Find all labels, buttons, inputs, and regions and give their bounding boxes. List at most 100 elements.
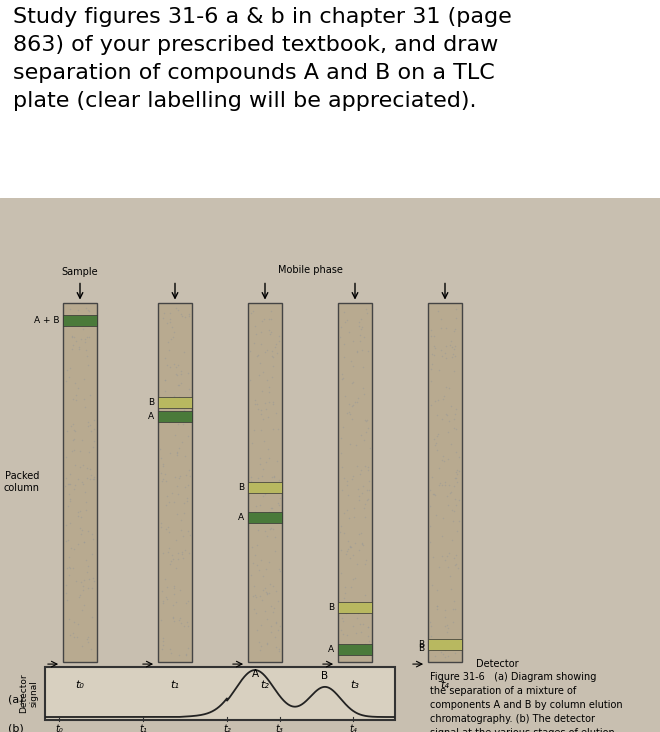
- Point: [361, 303, 372, 315]
- Point: [79, 333, 90, 345]
- Bar: [63, 315, 97, 326]
- Text: t₃: t₃: [350, 680, 360, 690]
- Point: [76, 512, 86, 523]
- Point: [251, 608, 261, 619]
- Point: [449, 493, 460, 504]
- Point: [82, 472, 92, 484]
- Point: [425, 520, 436, 532]
- Point: [177, 310, 187, 321]
- Point: [79, 336, 90, 348]
- Point: [438, 393, 448, 405]
- Point: [85, 473, 96, 485]
- Point: [451, 549, 461, 561]
- Point: [73, 539, 84, 550]
- Point: [444, 636, 455, 648]
- Point: [425, 399, 436, 411]
- Point: [261, 638, 272, 649]
- Point: [441, 408, 451, 419]
- Point: [450, 472, 461, 484]
- Point: [174, 391, 185, 403]
- Point: [88, 533, 98, 545]
- Point: [363, 464, 374, 476]
- Point: [82, 420, 93, 432]
- Point: [68, 616, 79, 628]
- Point: [440, 611, 450, 623]
- Point: [342, 545, 352, 557]
- Point: [268, 606, 279, 618]
- Point: [343, 542, 354, 554]
- Point: [258, 366, 269, 378]
- Point: [432, 641, 443, 653]
- Point: [170, 534, 181, 545]
- Point: [426, 620, 436, 632]
- Point: [78, 580, 88, 592]
- Point: [441, 381, 451, 393]
- Text: B: B: [418, 640, 424, 649]
- Point: [362, 345, 373, 356]
- Point: [161, 523, 172, 534]
- Point: [270, 585, 280, 597]
- Text: B: B: [418, 643, 424, 653]
- Point: [64, 569, 75, 581]
- Point: [338, 616, 348, 627]
- Point: [162, 581, 172, 593]
- Point: [261, 613, 272, 624]
- Point: [341, 504, 352, 516]
- Point: [433, 479, 444, 491]
- Point: [160, 374, 170, 386]
- Point: [83, 560, 94, 572]
- Point: [349, 397, 360, 408]
- Point: [440, 554, 451, 566]
- Point: [169, 589, 180, 600]
- Point: [355, 335, 366, 347]
- Point: [339, 306, 349, 318]
- Point: [436, 313, 446, 325]
- Point: [77, 459, 88, 471]
- Point: [86, 548, 97, 560]
- Point: [432, 600, 442, 612]
- Point: [82, 359, 93, 370]
- Point: [267, 370, 277, 382]
- Point: [361, 485, 372, 496]
- Point: [83, 582, 94, 594]
- Point: [88, 575, 99, 587]
- Point: [335, 331, 346, 343]
- Point: [168, 331, 178, 343]
- Point: [267, 502, 277, 514]
- Point: [261, 456, 271, 468]
- Point: [82, 637, 93, 649]
- Point: [432, 584, 442, 596]
- Point: [162, 337, 173, 348]
- Point: [433, 395, 444, 406]
- Point: [257, 471, 268, 482]
- Bar: [248, 482, 282, 493]
- Point: [342, 314, 352, 326]
- Point: [66, 445, 77, 457]
- Point: [183, 479, 193, 490]
- Point: [345, 540, 356, 552]
- Point: [180, 311, 190, 323]
- Point: [348, 573, 359, 585]
- Point: [342, 479, 352, 490]
- Point: [425, 638, 436, 650]
- Point: [174, 473, 184, 485]
- Point: [362, 621, 373, 633]
- Point: [360, 511, 370, 523]
- Point: [270, 617, 280, 629]
- Point: [251, 624, 262, 635]
- Point: [425, 376, 436, 387]
- Point: [156, 400, 167, 411]
- Point: [173, 378, 183, 390]
- Bar: [428, 302, 462, 662]
- Point: [352, 559, 363, 570]
- Point: [246, 507, 257, 519]
- Point: [68, 627, 79, 639]
- Point: [82, 633, 92, 645]
- Point: [87, 582, 98, 594]
- Point: [65, 303, 75, 315]
- Point: [66, 419, 77, 431]
- Point: [161, 475, 172, 487]
- Text: t₄: t₄: [349, 724, 357, 732]
- Point: [84, 419, 95, 430]
- Point: [360, 638, 370, 650]
